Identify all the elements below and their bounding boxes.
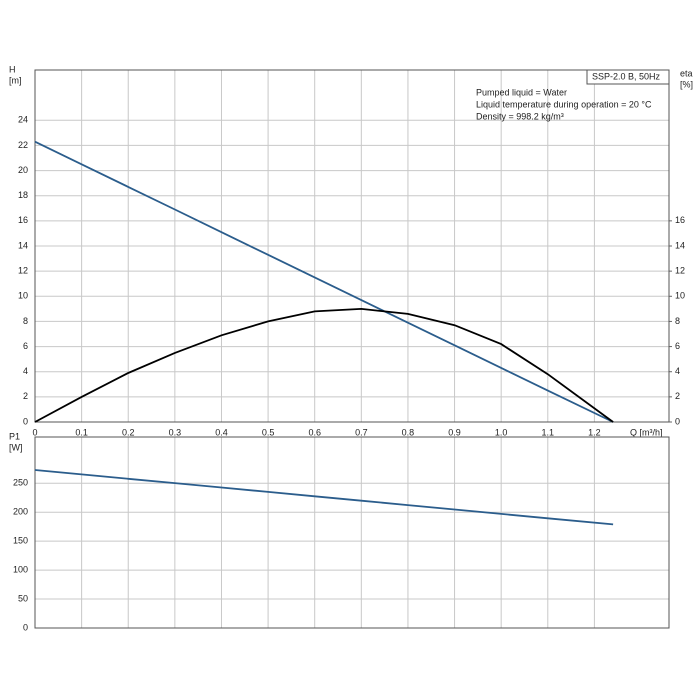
y2-tick-label: 10	[675, 291, 685, 301]
y2-tick-label: 14	[675, 240, 685, 250]
x-tick-label: 0.3	[169, 427, 182, 437]
y2-tick-label: 0	[675, 416, 680, 426]
y-axis-label: [W]	[9, 442, 23, 452]
y-axis-label: [m]	[9, 75, 22, 85]
y-tick-label: 24	[18, 115, 28, 125]
annotation: Liquid temperature during operation = 20…	[476, 99, 652, 109]
y-tick-label: 10	[18, 291, 28, 301]
x-tick-label: 1.0	[495, 427, 508, 437]
y2-tick-label: 8	[675, 316, 680, 326]
y2-tick-label: 12	[675, 266, 685, 276]
y-tick-label: 6	[23, 341, 28, 351]
x-tick-label: 0.4	[215, 427, 228, 437]
y-tick-label: 50	[18, 593, 28, 603]
x-tick-label: 0.6	[308, 427, 321, 437]
x-tick-label: 0.5	[262, 427, 275, 437]
x-tick-label: 0.9	[448, 427, 461, 437]
y-tick-label: 4	[23, 366, 28, 376]
y2-axis-label: eta	[680, 68, 693, 78]
legend-box	[586, 69, 670, 85]
y-tick-label: 2	[23, 391, 28, 401]
y-axis-label: H	[9, 64, 16, 74]
x-tick-label: 0.8	[402, 427, 415, 437]
x-axis-label: Q [m³/h]	[630, 427, 663, 437]
x-tick-label: 0	[32, 427, 37, 437]
curve-h	[34, 140, 614, 423]
curve-eta	[34, 307, 614, 423]
y-tick-label: 14	[18, 240, 28, 250]
y-tick-label: 200	[13, 507, 28, 517]
y-tick-label: 0	[23, 622, 28, 632]
x-tick-label: 0.1	[75, 427, 88, 437]
y-tick-label: 0	[23, 416, 28, 426]
y-tick-label: 20	[18, 165, 28, 175]
y-tick-label: 18	[18, 190, 28, 200]
x-tick-label: 0.2	[122, 427, 135, 437]
y2-tick-label: 16	[675, 215, 685, 225]
x-tick-label: 1.2	[588, 427, 601, 437]
y-tick-label: 16	[18, 215, 28, 225]
y2-tick-label: 6	[675, 341, 680, 351]
y-tick-label: 12	[18, 266, 28, 276]
plot-frame	[34, 436, 670, 629]
annotation: Pumped liquid = Water	[476, 87, 567, 97]
y-axis-label: P1	[9, 431, 20, 441]
y-tick-label: 250	[13, 478, 28, 488]
x-tick-label: 1.1	[542, 427, 555, 437]
annotation: Density = 998.2 kg/m³	[476, 111, 564, 121]
y2-axis-label: [%]	[680, 79, 693, 89]
y-tick-label: 22	[18, 140, 28, 150]
y2-tick-label: 4	[675, 366, 680, 376]
y-tick-label: 8	[23, 316, 28, 326]
y-tick-label: 100	[13, 564, 28, 574]
y-tick-label: 150	[13, 536, 28, 546]
curve-p1	[34, 469, 614, 526]
plot-frame	[34, 69, 670, 423]
legend-title: SSP-2.0 B, 50Hz	[592, 71, 661, 81]
y2-tick-label: 2	[675, 391, 680, 401]
x-tick-label: 0.7	[355, 427, 368, 437]
